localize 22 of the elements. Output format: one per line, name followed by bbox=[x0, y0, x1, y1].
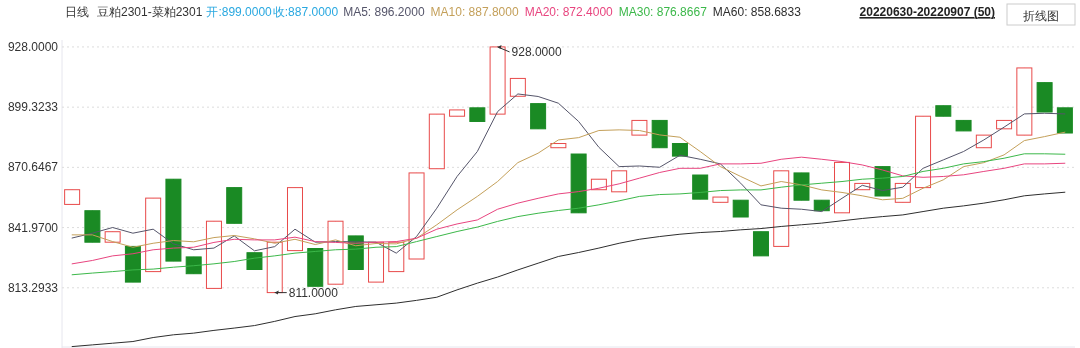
y-tick-label: 813.2933 bbox=[7, 280, 59, 295]
text: MA30: 876.8667 bbox=[618, 5, 708, 19]
text: MA60: 858.6833 bbox=[712, 5, 802, 19]
annotation: 811.0000 bbox=[288, 285, 339, 300]
text: 收:887.0000 bbox=[272, 5, 339, 19]
annotation: 928.0000 bbox=[511, 44, 562, 59]
y-tick-label: 928.0000 bbox=[7, 39, 59, 54]
text: 折线图 bbox=[1023, 9, 1059, 23]
text: MA5: 896.2000 bbox=[343, 5, 425, 19]
line-series bbox=[71, 129, 1066, 248]
line-series bbox=[71, 191, 1066, 348]
candlestick bbox=[611, 170, 628, 193]
chart-subtitle: 豆粕2301-菜粕2301 bbox=[97, 5, 203, 19]
y-tick-label: 841.9700 bbox=[7, 220, 59, 235]
y-tick-label: 899.3233 bbox=[7, 100, 59, 115]
chart-title: 日线 bbox=[65, 5, 89, 19]
text: MA10: 887.8000 bbox=[430, 5, 519, 19]
line-series bbox=[71, 93, 1066, 254]
text: 开:899.0000 bbox=[206, 5, 273, 19]
text: 20220630-20220907 (50) bbox=[859, 5, 995, 19]
y-tick-label: 870.6467 bbox=[7, 160, 59, 175]
text: MA20: 872.4000 bbox=[524, 5, 614, 19]
